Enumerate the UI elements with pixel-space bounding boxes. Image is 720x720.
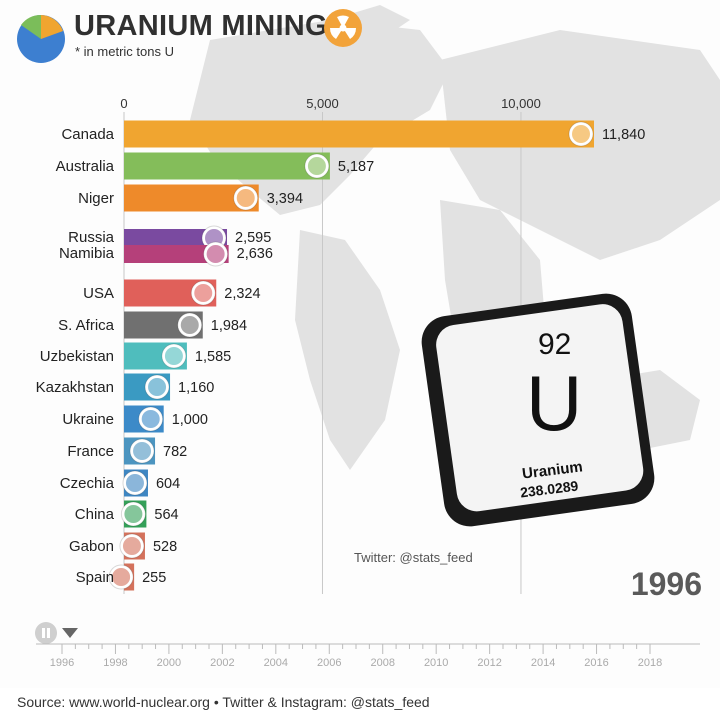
value-label: 3,394: [267, 191, 303, 207]
category-label: China: [75, 506, 115, 523]
timeline-year-label: 2008: [370, 657, 394, 669]
timeline-year-label: 1996: [50, 657, 74, 669]
value-label: 1,000: [172, 412, 208, 428]
category-label: Australia: [56, 158, 115, 175]
value-label: 564: [154, 507, 178, 523]
flag-icon-fill: [124, 505, 143, 523]
flag-icon-fill: [180, 316, 199, 334]
footer-bar: [0, 688, 720, 720]
pause-button[interactable]: [35, 622, 57, 644]
bar: [124, 120, 594, 148]
chart-subtitle: * in metric tons U: [75, 44, 174, 59]
bar: [124, 245, 229, 263]
radiation-icon: [324, 9, 362, 47]
current-year: 1996: [630, 566, 702, 602]
value-label: 1,984: [211, 318, 247, 334]
value-label: 528: [153, 539, 177, 555]
bar: [124, 152, 330, 180]
flag-icon-fill: [112, 568, 131, 586]
source-text: Source: www.world-nuclear.org • Twitter …: [17, 694, 430, 710]
x-tick-label: 0: [120, 96, 127, 111]
category-label: S. Africa: [58, 317, 115, 334]
value-label: 2,595: [235, 230, 271, 246]
flag-icon-fill: [194, 284, 213, 302]
category-label: Czechia: [60, 475, 115, 492]
flag-icon-fill: [148, 378, 167, 396]
bar: [124, 229, 228, 247]
value-label: 2,324: [224, 286, 260, 302]
category-label: Gabon: [69, 538, 114, 555]
flag-icon-fill: [122, 537, 141, 555]
value-label: 1,160: [178, 380, 214, 396]
flag-icon-fill: [141, 410, 160, 428]
timeline-year-label: 2014: [531, 657, 555, 669]
value-label: 1,585: [195, 349, 231, 365]
flag-icon-fill: [307, 157, 326, 175]
timeline-year-label: 2006: [317, 657, 341, 669]
category-label: USA: [83, 285, 114, 302]
uranium-element-tile: 92 U Uranium 238.0289: [418, 290, 658, 530]
timeline-year-label: 2000: [157, 657, 181, 669]
category-label: Niger: [78, 190, 114, 207]
timeline-year-label: 2004: [264, 657, 288, 669]
timeline-year-label: 2012: [477, 657, 501, 669]
value-label: 5,187: [338, 159, 374, 175]
timeline-year-label: 2002: [210, 657, 234, 669]
timeline-year-label: 1998: [103, 657, 127, 669]
category-label: Kazakhstan: [36, 379, 114, 396]
flag-icon-fill: [164, 347, 183, 365]
timeline-year-label: 2018: [638, 657, 662, 669]
element-symbol: U: [526, 359, 583, 447]
category-label: Canada: [61, 126, 114, 143]
value-label: 255: [142, 570, 166, 586]
timeline-year-label: 2016: [584, 657, 608, 669]
pie-logo-icon: [17, 14, 65, 63]
chart-title: URANIUM MINING: [74, 10, 328, 42]
category-label: Spain: [76, 569, 114, 586]
value-label: 11,840: [602, 127, 645, 143]
twitter-credit: Twitter: @stats_feed: [354, 550, 473, 565]
x-tick-label: 10,000: [501, 96, 541, 111]
category-label: France: [67, 443, 114, 460]
flag-icon-fill: [206, 245, 225, 263]
flag-icon-fill: [125, 474, 144, 492]
category-label: Uzbekistan: [40, 348, 114, 365]
x-tick-label: 5,000: [306, 96, 339, 111]
value-label: 782: [163, 444, 187, 460]
value-label: 2,636: [237, 246, 273, 262]
timeline-playhead[interactable]: [62, 628, 78, 638]
flag-icon-fill: [236, 189, 255, 207]
category-label: Russia: [68, 229, 115, 246]
value-label: 604: [156, 476, 180, 492]
flag-icon-fill: [133, 442, 152, 460]
flag-icon-fill: [572, 125, 590, 143]
category-label: Ukraine: [62, 411, 114, 428]
timeline-slider[interactable]: 1996 1998 2000 2002 2004 2006 2008 2010 2012 2014…: [0, 636, 720, 676]
timeline-year-label: 2010: [424, 657, 448, 669]
atomic-number: 92: [538, 328, 572, 361]
category-label: Namibia: [59, 245, 115, 262]
